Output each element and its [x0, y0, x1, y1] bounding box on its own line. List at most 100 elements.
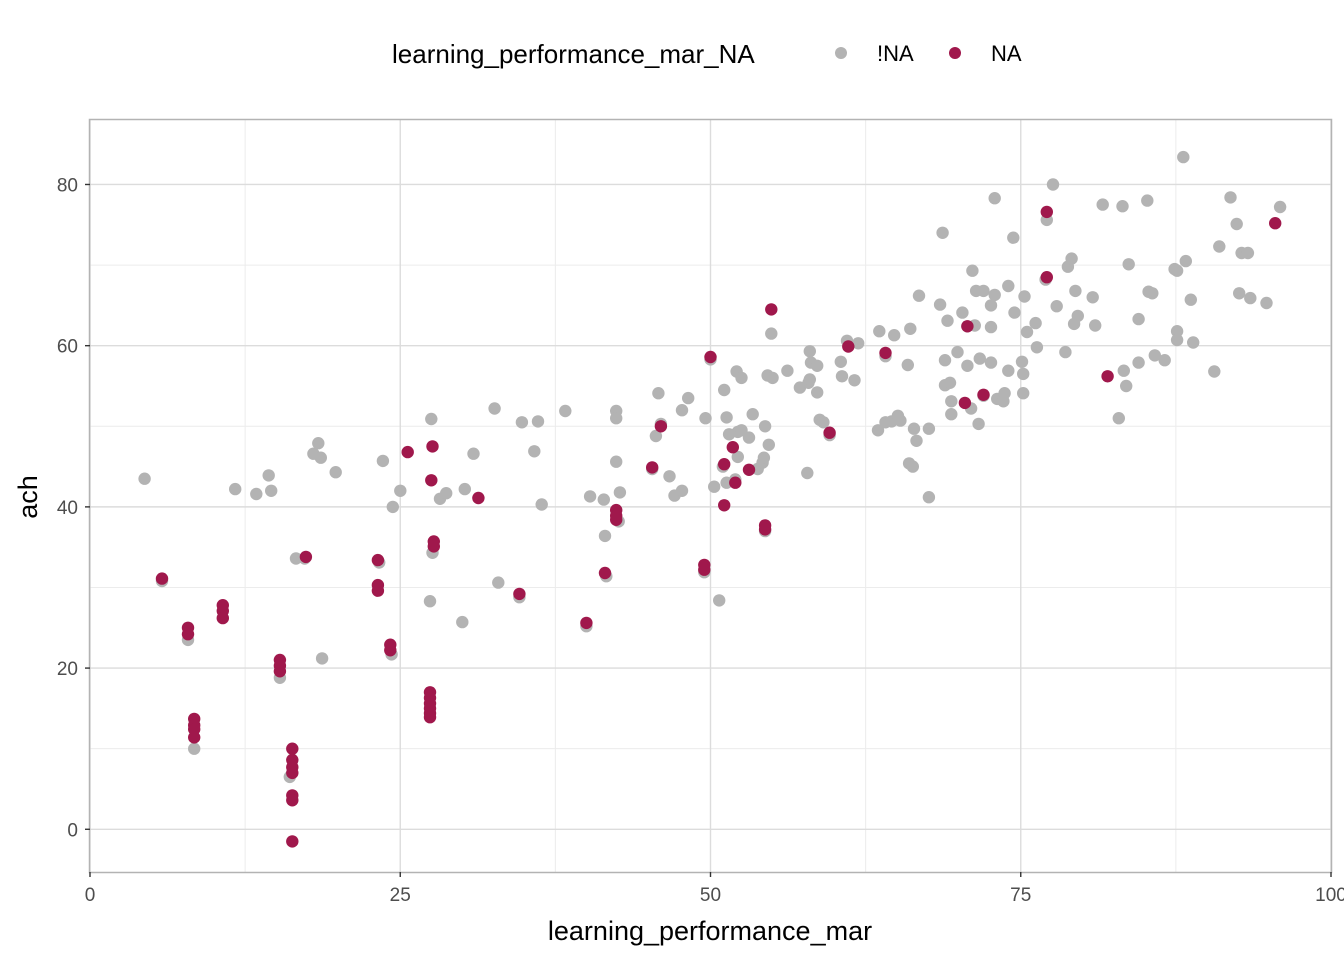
- point-notna: [852, 337, 865, 350]
- legend: learning_performance_mar_NA !NA NA: [392, 39, 1022, 69]
- point-notna: [1008, 306, 1021, 319]
- point-notna: [289, 552, 303, 565]
- point-notna: [531, 415, 545, 428]
- point-notna: [188, 742, 201, 755]
- point-notna: [910, 434, 923, 447]
- point-notna: [1122, 258, 1135, 271]
- x-tick-label: 100: [1315, 885, 1344, 906]
- point-notna: [1241, 246, 1255, 260]
- point-notna: [1233, 287, 1246, 300]
- point-notna: [1030, 341, 1044, 354]
- point-na: [698, 563, 711, 576]
- point-notna: [312, 437, 325, 450]
- point-notna: [817, 416, 830, 429]
- point-notna: [675, 404, 689, 417]
- point-na: [718, 458, 731, 471]
- major-gridlines: [89, 120, 1332, 872]
- y-axis-title: ach: [13, 475, 43, 519]
- point-notna: [1050, 300, 1063, 313]
- point-na: [299, 550, 313, 564]
- point-na: [961, 320, 974, 333]
- point-notna: [922, 422, 936, 435]
- point-notna: [973, 352, 986, 365]
- point-notna: [977, 284, 990, 298]
- point-na: [427, 540, 440, 553]
- point-na: [726, 441, 739, 454]
- point-notna: [871, 424, 885, 437]
- point-notna: [376, 454, 390, 468]
- y-tick-label: 0: [67, 820, 78, 841]
- point-notna: [699, 412, 712, 425]
- point-na: [286, 766, 299, 780]
- point-notna: [1273, 200, 1287, 214]
- point-notna: [933, 298, 947, 311]
- point-notna: [835, 370, 849, 383]
- point-notna: [598, 529, 612, 543]
- point-notna: [1112, 412, 1126, 425]
- point-notna: [1132, 356, 1145, 369]
- point-notna: [811, 386, 824, 399]
- point-notna: [1184, 293, 1198, 306]
- point-na: [958, 396, 972, 410]
- point-notna: [488, 402, 501, 415]
- point-notna: [535, 498, 548, 511]
- point-notna: [1146, 287, 1159, 300]
- point-notna: [746, 408, 759, 421]
- point-notna: [458, 482, 471, 496]
- y-tick-label: 20: [57, 659, 78, 680]
- point-na: [286, 794, 299, 807]
- point-notna: [1007, 231, 1020, 244]
- point-notna: [1046, 178, 1060, 191]
- x-axis: 0 25 50 75 100: [85, 872, 1344, 906]
- point-notna: [912, 289, 926, 302]
- legend-title: learning_performance_mar_NA: [392, 39, 755, 69]
- point-notna: [938, 354, 952, 367]
- point-na: [1101, 370, 1114, 383]
- point-notna: [1065, 252, 1078, 265]
- point-notna: [961, 359, 974, 372]
- point-notna: [663, 470, 676, 483]
- point-notna: [1017, 367, 1030, 381]
- data-points: [138, 150, 1287, 848]
- point-notna: [675, 484, 689, 497]
- point-notna: [1069, 284, 1082, 298]
- point-notna: [652, 387, 665, 400]
- point-na: [216, 611, 229, 625]
- point-na: [718, 499, 731, 512]
- point-notna: [803, 345, 816, 358]
- point-na: [765, 303, 778, 316]
- point-notna: [811, 359, 824, 372]
- point-notna: [1179, 254, 1193, 268]
- point-notna: [765, 327, 778, 340]
- point-notna: [315, 652, 329, 665]
- point-na: [426, 440, 439, 453]
- point-notna: [1244, 291, 1257, 305]
- point-notna: [1260, 296, 1273, 310]
- point-notna: [718, 383, 731, 397]
- point-notna: [1158, 354, 1171, 367]
- point-notna: [956, 306, 969, 319]
- point-notna: [610, 412, 623, 425]
- point-notna: [848, 374, 861, 387]
- point-notna: [951, 345, 964, 359]
- point-notna: [492, 576, 505, 589]
- point-notna: [597, 493, 610, 506]
- point-notna: [329, 466, 342, 479]
- y-tick-label: 60: [57, 337, 78, 358]
- point-notna: [682, 391, 695, 405]
- point-notna: [922, 491, 936, 504]
- point-notna: [1117, 364, 1131, 377]
- point-notna: [781, 364, 794, 377]
- point-na: [384, 644, 397, 657]
- point-notna: [907, 422, 921, 435]
- point-notna: [758, 420, 772, 433]
- point-notna: [1230, 217, 1243, 231]
- point-notna: [945, 395, 958, 408]
- legend-label-na: NA: [991, 41, 1022, 66]
- point-na: [286, 835, 299, 848]
- point-notna: [1170, 325, 1184, 338]
- point-notna: [1029, 316, 1042, 330]
- point-notna: [1059, 345, 1072, 359]
- point-notna: [1015, 355, 1029, 368]
